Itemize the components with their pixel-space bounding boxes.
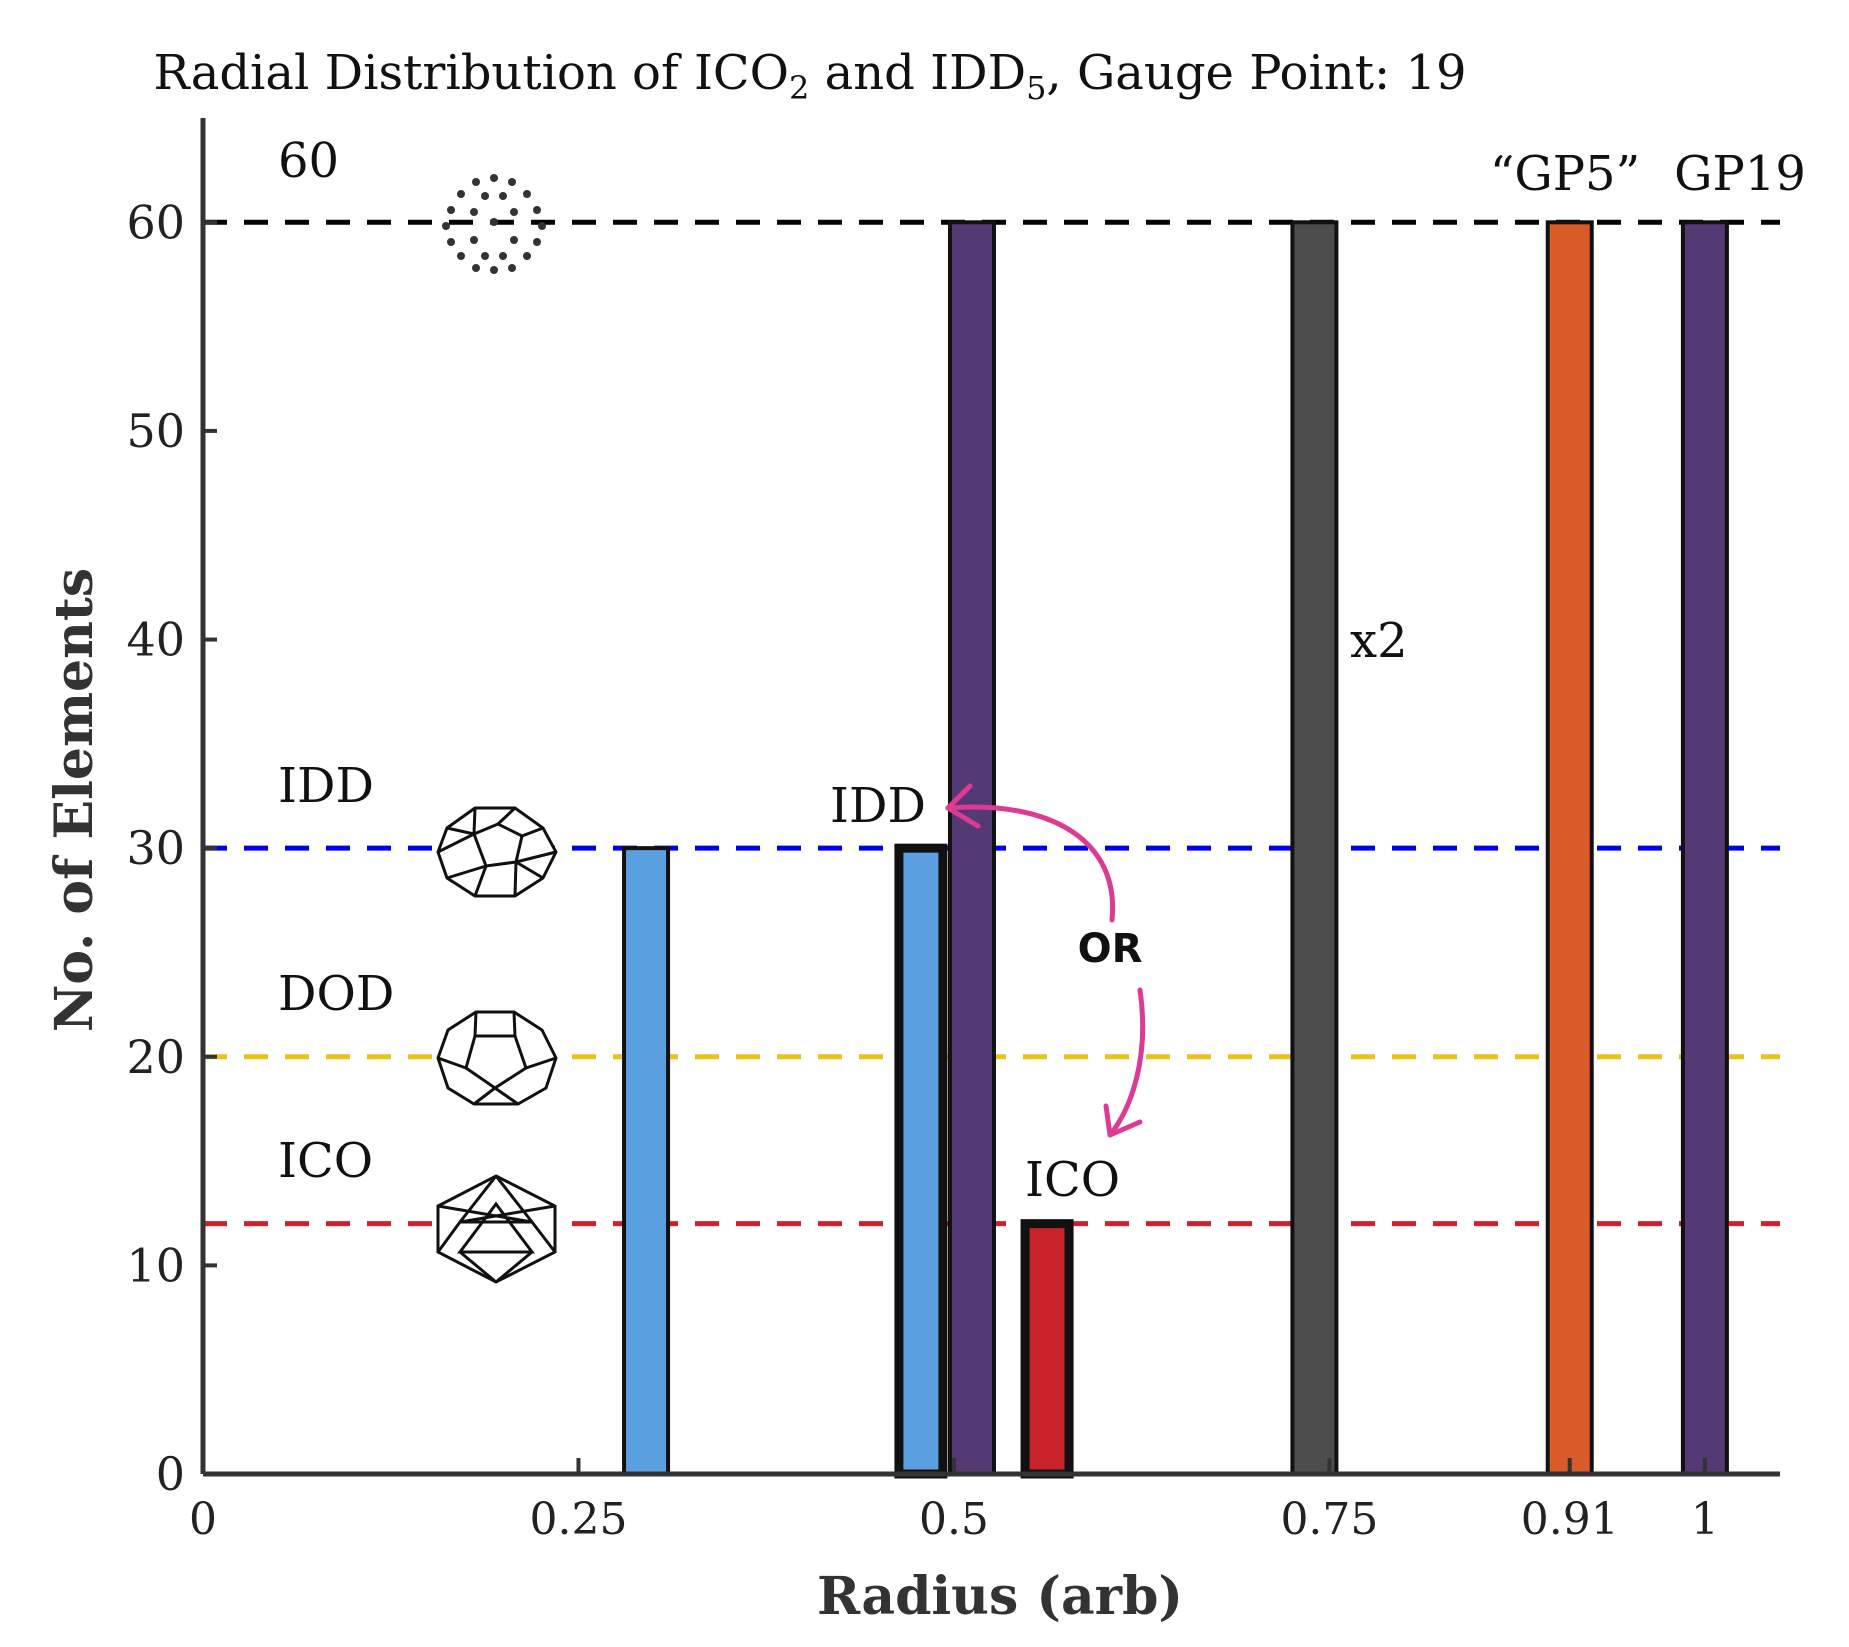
label-sixty: 60 <box>278 133 339 189</box>
x-tick-label-1: 1 <box>1691 1494 1719 1545</box>
y-tick-label-10: 10 <box>126 1238 185 1292</box>
label-gp5: “GP5” <box>1490 146 1640 202</box>
bar-6 <box>1680 220 1729 1476</box>
y-tick-label-40: 40 <box>126 613 185 667</box>
label-gp19: GP19 <box>1674 146 1806 202</box>
x-tick-label-0.5: 0.5 <box>919 1494 989 1545</box>
label-ico-left: ICO <box>278 1133 373 1189</box>
x-tick-label-0: 0 <box>189 1494 217 1545</box>
label-x2: x2 <box>1350 613 1408 669</box>
y-tick-label-0: 0 <box>156 1447 185 1501</box>
y-tick-label-60: 60 <box>126 195 185 249</box>
label-dod-left: DOD <box>278 966 394 1022</box>
bar-5 <box>1545 220 1594 1476</box>
x-tick-label-0.75: 0.75 <box>1280 1494 1378 1545</box>
chart-title: Radial Distribution of ICO2 and IDD5, Ga… <box>153 45 1466 107</box>
y-tick-label-30: 30 <box>126 821 185 875</box>
icosidodecahedron-icon <box>436 806 558 898</box>
label-idd-bar: IDD <box>830 778 926 834</box>
buckyball-dots-icon <box>442 174 546 274</box>
y-tick-label-50: 50 <box>126 404 185 458</box>
label-idd-left: IDD <box>278 758 374 814</box>
dodecahedron-icon <box>436 1010 558 1106</box>
bar-1 <box>894 843 948 1479</box>
y-tick-label-20: 20 <box>126 1030 185 1084</box>
label-ico-bar: ICO <box>1025 1152 1120 1208</box>
y-axis-label: No. of Elements <box>44 568 105 1032</box>
bar-0 <box>622 846 671 1476</box>
x-tick-label-0.91: 0.91 <box>1521 1494 1619 1545</box>
bar-2 <box>947 220 996 1476</box>
bar-4 <box>1290 220 1339 1476</box>
ticks: 0 10 20 30 40 50 60 0 0.25 0.5 0.75 0.91 1 <box>126 195 1718 1545</box>
icosahedron-icon <box>436 1174 557 1284</box>
axes <box>200 118 1780 1477</box>
or-arrow <box>945 783 1146 1138</box>
label-or: OR <box>1078 926 1143 972</box>
bar-3 <box>1020 1219 1074 1479</box>
x-tick-label-0.25: 0.25 <box>529 1494 627 1545</box>
x-axis-label: Radius (arb) <box>817 1566 1183 1627</box>
